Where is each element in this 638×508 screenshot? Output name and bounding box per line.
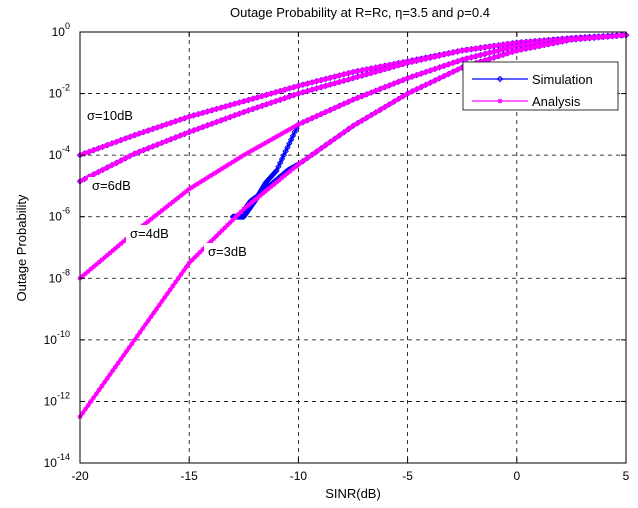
curve-annotations: σ=10dB σ=6dB σ=4dB σ=3dB — [83, 107, 253, 261]
y-tick-label: 10-8 — [49, 267, 70, 285]
analysis-markers — [77, 32, 629, 420]
y-tick-label: 10-10 — [44, 329, 70, 347]
svg-text:σ=10dB: σ=10dB — [87, 108, 133, 123]
y-tick-label: 10-12 — [44, 390, 70, 408]
x-tick-label: -15 — [181, 469, 199, 483]
y-tick-label: 10-14 — [44, 452, 70, 470]
x-tick-label: 0 — [513, 469, 520, 483]
legend-box — [462, 61, 619, 111]
series-curves — [76, 31, 630, 420]
annotation-label: σ=4dB — [126, 225, 175, 243]
y-tick-label: 10-6 — [49, 206, 70, 224]
legend-label: Simulation — [532, 72, 593, 87]
chart-title: Outage Probability at R=Rc, η=3.5 and ρ=… — [230, 5, 490, 20]
legend: Simulation Analysis — [462, 61, 619, 111]
y-tick-label: 100 — [52, 21, 70, 39]
svg-text:σ=4dB: σ=4dB — [130, 226, 169, 241]
annotation-label: σ=3dB — [204, 243, 253, 261]
y-tick-label: 10-2 — [49, 83, 70, 101]
plot-frame — [79, 31, 627, 464]
legend-item: Simulation — [472, 72, 593, 87]
analysis-series-3 — [77, 32, 629, 420]
x-axis-label: SINR(dB) — [325, 486, 381, 501]
y-tick-label: 10-4 — [49, 144, 70, 162]
svg-text:σ=6dB: σ=6dB — [92, 178, 131, 193]
legend-label: Analysis — [532, 94, 581, 109]
axis-ticks: -20 -15 -10 -5 0 5 100 10-2 10-4 10-6 10-8 10-10 10-… — [44, 21, 630, 483]
annotation-label: σ=6dB — [88, 177, 137, 195]
x-tick-label: -5 — [402, 469, 413, 483]
grid-lines — [80, 32, 626, 463]
annotation-label: σ=10dB — [83, 107, 139, 125]
x-tick-label: -20 — [71, 469, 89, 483]
legend-item: Analysis — [472, 94, 581, 109]
x-tick-label: -10 — [290, 469, 308, 483]
svg-text:σ=3dB: σ=3dB — [208, 244, 247, 259]
x-tick-label: 5 — [623, 469, 630, 483]
y-axis-label: Outage Probability — [14, 194, 29, 301]
